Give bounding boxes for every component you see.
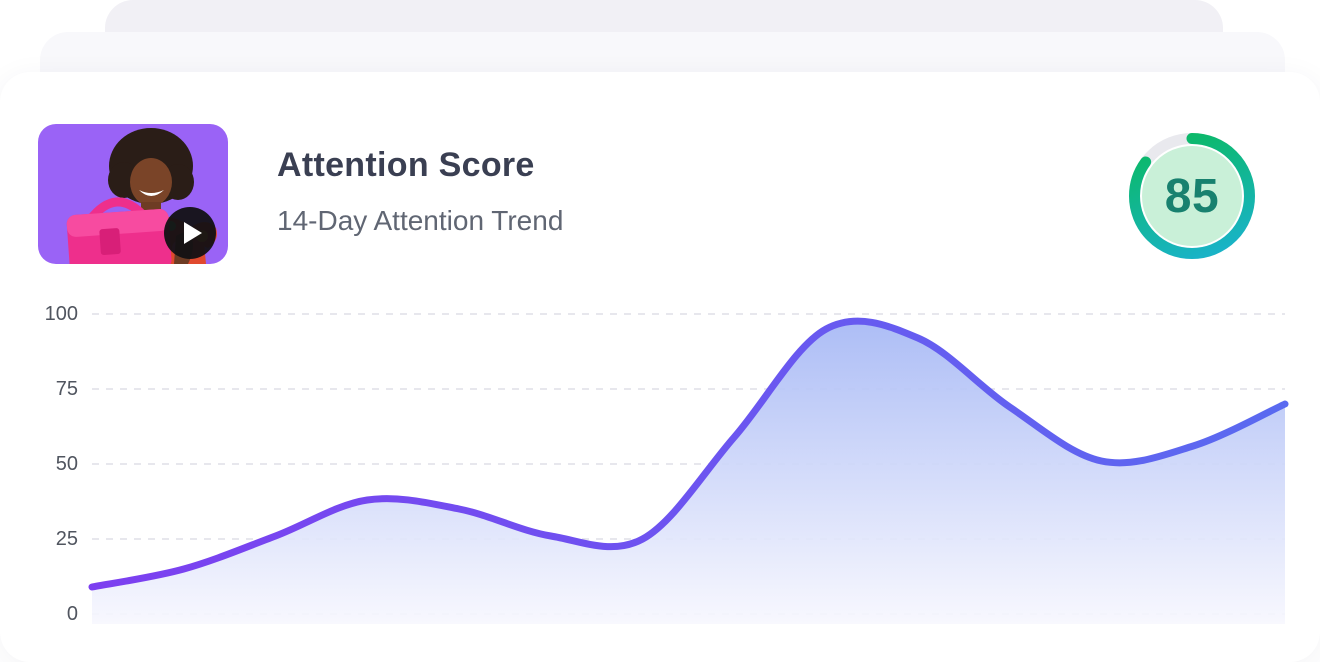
score-ring-progress [1129,133,1255,259]
page-subtitle: 14-Day Attention Trend [277,205,564,236]
attention-score-ring: 85 [1128,132,1256,260]
score-ring-svg [1129,133,1255,259]
page-title: Attention Score [277,146,535,184]
play-button[interactable] [164,207,216,259]
y-axis-label-50: 50 [55,453,78,475]
y-axis-label-100: 100 [44,303,78,325]
score-ring-inner [1142,146,1242,246]
y-axis-label-0: 0 [66,603,78,625]
score-value: 85 [1164,169,1220,223]
y-axis-label-25: 25 [55,528,78,550]
y-axis-label-75: 75 [55,378,78,400]
video-thumbnail[interactable] [38,124,228,264]
play-icon [183,222,202,244]
